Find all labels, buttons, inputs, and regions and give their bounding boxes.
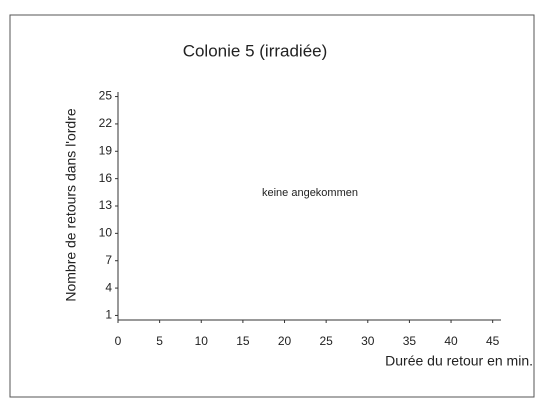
x-tick-label: 15 [236,334,250,348]
y-tick-label: 22 [99,116,113,130]
x-tick-label: 25 [319,334,333,348]
x-tick-label: 20 [278,334,292,348]
frame [9,14,535,398]
chart-title: Colonie 5 (irradiée) [183,41,328,60]
x-tick-label: 10 [195,334,209,348]
x-axis-label: Durée du retour en min. [385,353,533,369]
y-tick-label: 7 [105,253,112,267]
x-tick-label: 0 [115,334,122,348]
annotation: keine angekommen [262,187,358,199]
y-axis-label: Nombre de retours dans l'ordre [63,108,79,302]
y-tick-label: 16 [99,171,113,185]
x-tick-label: 30 [361,334,375,348]
x-tick-label: 5 [156,334,163,348]
y-tick-label: 13 [99,198,113,212]
x-tick-label: 45 [486,334,500,348]
y-tick-label: 19 [99,143,113,157]
y-tick-label: 1 [105,308,112,322]
y-tick-label: 10 [99,226,113,240]
y-tick-label: 25 [99,89,113,103]
x-tick-label: 35 [403,334,417,348]
y-tick-label: 4 [105,280,112,294]
x-tick-label: 40 [444,334,458,348]
